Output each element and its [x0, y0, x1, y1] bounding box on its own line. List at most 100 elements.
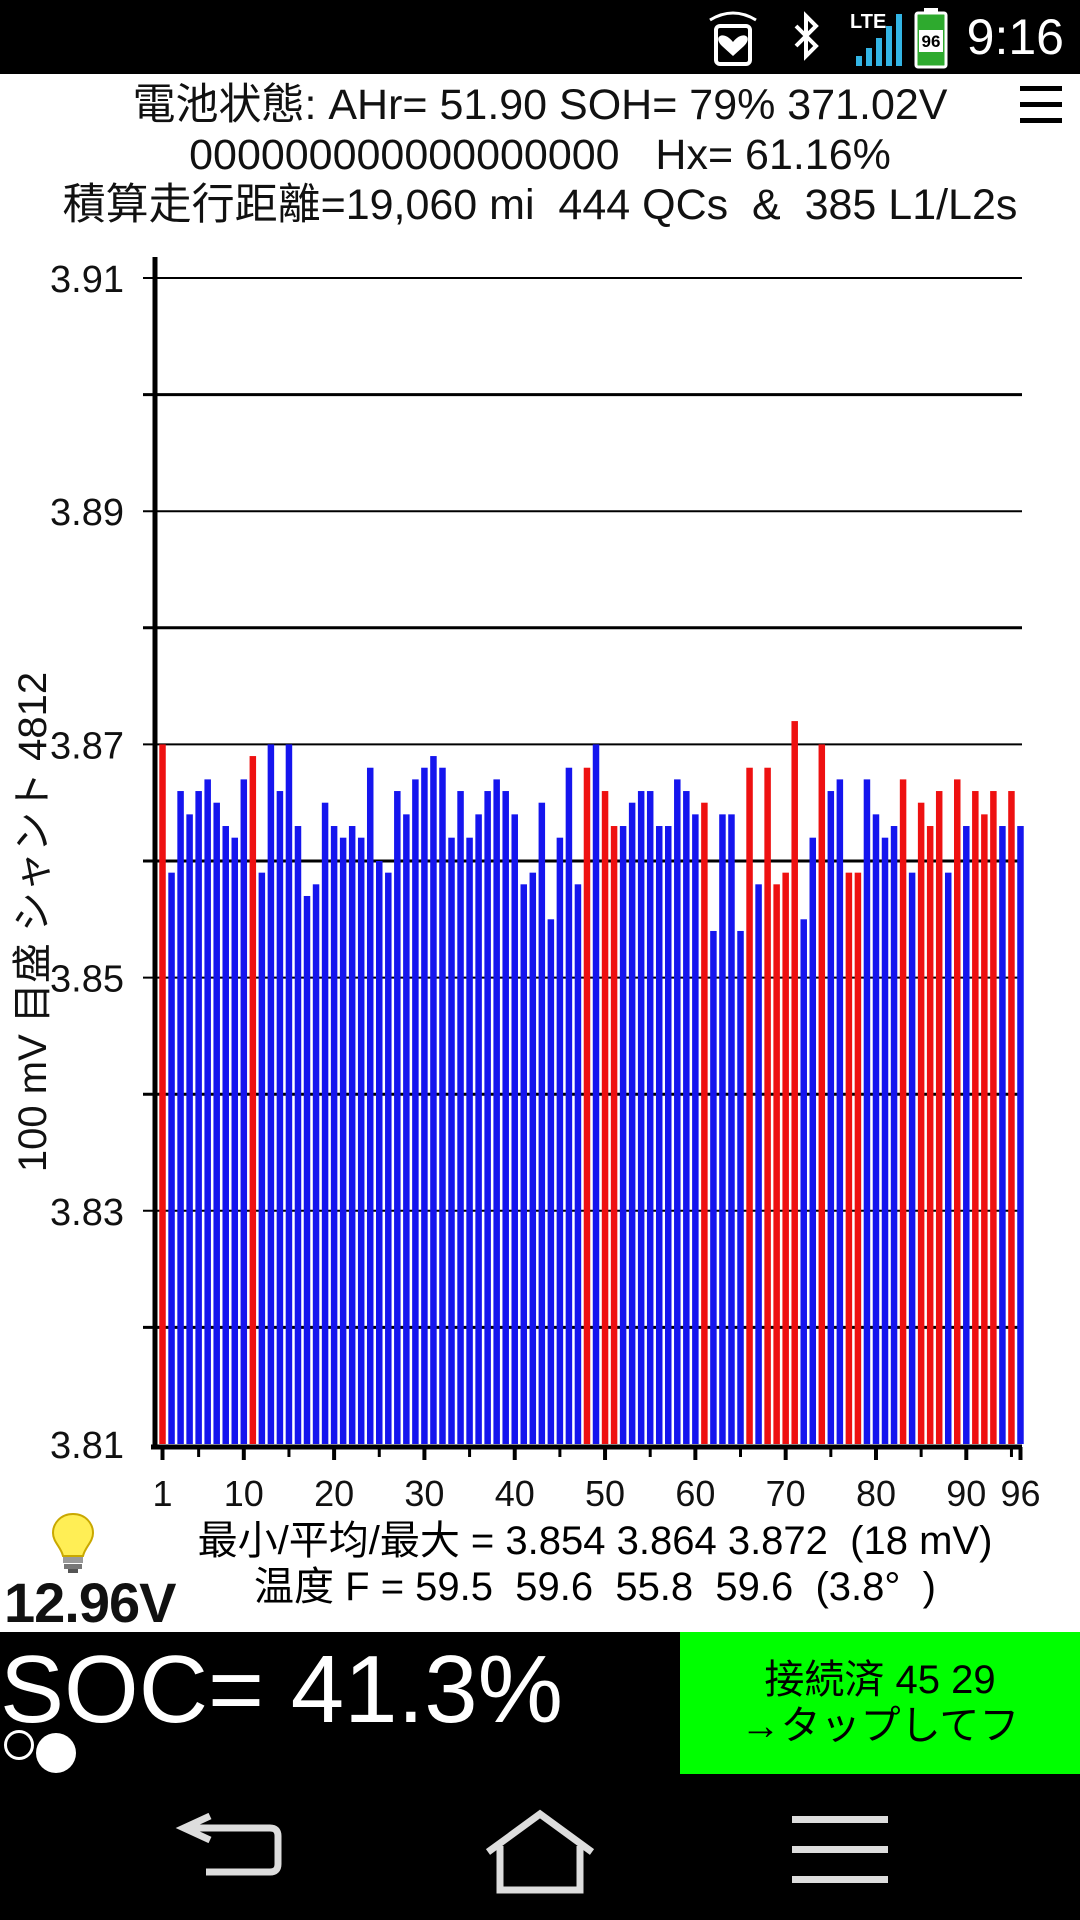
cell-bar [610, 826, 618, 1444]
cell-bar [963, 826, 970, 1444]
cell-bar [854, 872, 862, 1444]
connection-status-button[interactable]: 接続済 45 29 →タップしてフ [680, 1632, 1080, 1774]
connection-tap-hint: →タップしてフ [740, 1704, 1020, 1748]
cell-voltage-chart: 3.91 3.89 3.87 3.85 3.83 3.81 1 10 20 30 40 50 60 70 8… [11, 257, 1041, 1514]
x-tick-label: 80 [856, 1473, 896, 1514]
cell-bar [348, 826, 356, 1444]
cell-bar [529, 872, 537, 1444]
y-axis-label: 100 mV 目盛 シャント 4812 [11, 672, 55, 1172]
cell-bar [231, 837, 239, 1444]
axes [151, 257, 1023, 1460]
x-tick-label: 30 [404, 1473, 444, 1514]
connection-status-text: 接続済 45 29 [764, 1658, 996, 1702]
cell-bar [538, 802, 546, 1444]
cell-bar [403, 814, 410, 1444]
cell-bar [394, 791, 401, 1444]
cell-bar [692, 814, 699, 1444]
cell-bar [195, 791, 202, 1444]
home-icon[interactable] [480, 1806, 600, 1896]
cell-bar [457, 791, 464, 1444]
page-dot-inactive [4, 1730, 34, 1760]
cell-bar [276, 791, 284, 1444]
cell-bar [186, 814, 193, 1444]
cell-bar [520, 884, 528, 1444]
temperature-line: 温度 F = 59.5 59.6 55.8 59.6 (3.8° ) [254, 1565, 936, 1609]
lte-signal-icon: LTE [850, 11, 902, 66]
cell-bar [764, 767, 771, 1444]
min-avg-max-line: 最小/平均/最大 = 3.854 3.864 3.872 (18 mV) [197, 1519, 993, 1563]
cell-bar [240, 779, 248, 1444]
battery-icon: 96 [914, 8, 948, 69]
y-tick-label: 3.81 [50, 1425, 124, 1467]
cell-bar [366, 767, 374, 1444]
aux-battery-voltage: 12.96V [4, 1571, 176, 1634]
cell-bars [159, 721, 1024, 1444]
cell-bar [773, 884, 780, 1444]
cell-bar [818, 744, 826, 1444]
cell-bar [917, 802, 925, 1444]
lightbulb-icon [51, 1512, 95, 1573]
y-tick-label: 3.87 [50, 725, 124, 767]
cell-bar [448, 837, 455, 1444]
cell-bar [755, 884, 762, 1444]
cell-bar [439, 767, 446, 1444]
soc-readout: SOC= 41.3% [0, 1636, 563, 1743]
cell-bar [430, 756, 437, 1444]
cell-bar [267, 744, 275, 1444]
odometer-charge-line: 積算走行距離=19,060 mi 444 QCs & 385 L1/L2s [62, 181, 1018, 229]
cell-bar [583, 767, 591, 1444]
cell-bar [737, 930, 744, 1444]
x-tick-label: 90 [946, 1473, 986, 1514]
clock: 9:16 [966, 9, 1064, 65]
cell-bar [619, 826, 627, 1444]
grid-lines [143, 277, 1022, 1329]
recent-apps-icon[interactable] [780, 1806, 900, 1896]
cell-bar [285, 744, 293, 1444]
overflow-menu-button[interactable] [1020, 86, 1062, 130]
cell-bar [258, 872, 266, 1444]
cell-bar [294, 826, 302, 1444]
status-bar: LTE 96 9:16 [0, 0, 1080, 74]
cell-bar [511, 814, 518, 1444]
serial-hx-line: 000000000000000000 Hx= 61.16% [189, 131, 891, 179]
cell-bar [926, 826, 934, 1444]
cell-bar [321, 802, 329, 1444]
cell-bar [800, 919, 807, 1444]
cell-bar [303, 895, 311, 1444]
nfc-heart-icon [709, 11, 757, 66]
y-tick-label: 3.89 [50, 492, 124, 534]
cell-bar [493, 779, 500, 1444]
cell-bar [881, 837, 889, 1444]
x-tick-label: 70 [766, 1473, 806, 1514]
cell-bar [782, 872, 789, 1444]
cell-bar [872, 814, 880, 1444]
cell-bar [999, 826, 1006, 1444]
y-tick-label: 3.83 [50, 1192, 124, 1234]
cell-bar [574, 884, 582, 1444]
cell-bar [601, 791, 609, 1444]
cell-bar [421, 767, 428, 1444]
navigation-bar [0, 1776, 1080, 1920]
cell-bar [177, 791, 184, 1444]
cell-bar [981, 814, 988, 1444]
cell-bar [954, 779, 961, 1444]
cell-bar [791, 721, 798, 1444]
cell-bar [628, 802, 636, 1444]
cell-bar [944, 872, 952, 1444]
cell-bar [312, 884, 320, 1444]
x-tick-label: 96 [1000, 1473, 1040, 1514]
cell-bar [899, 779, 907, 1444]
cell-bar [339, 837, 347, 1444]
x-tick-label: 20 [314, 1473, 354, 1514]
cell-bar [222, 826, 229, 1444]
cell-bar [1017, 826, 1024, 1444]
cell-bar [637, 791, 645, 1444]
cell-bar [701, 802, 708, 1444]
cell-bar [376, 861, 383, 1444]
back-icon[interactable] [170, 1806, 290, 1896]
cell-bar [674, 779, 681, 1444]
page-indicator [4, 1730, 78, 1773]
cell-bar [565, 767, 573, 1444]
cell-bar [502, 791, 509, 1444]
cell-bar [728, 814, 735, 1444]
